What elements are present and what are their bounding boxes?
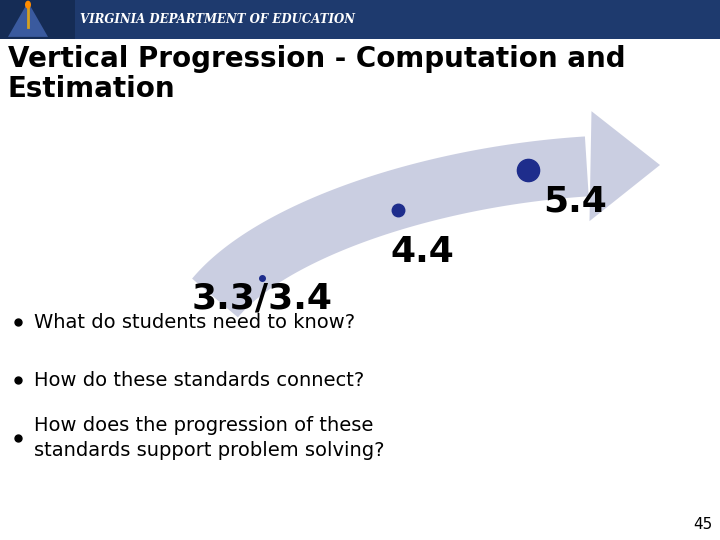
Text: How does the progression of these
standards support problem solving?: How does the progression of these standa… <box>34 416 384 460</box>
Bar <box>0 0 75 39</box>
Ellipse shape <box>25 1 31 9</box>
Bar <box>0 0 720 39</box>
Text: 45: 45 <box>694 517 713 532</box>
Text: 4.4: 4.4 <box>390 235 454 269</box>
Polygon shape <box>192 137 589 318</box>
Text: How do these standards connect?: How do these standards connect? <box>34 370 364 389</box>
Text: Estimation: Estimation <box>8 75 176 103</box>
Text: 3.3/3.4: 3.3/3.4 <box>192 282 333 316</box>
Polygon shape <box>590 111 660 221</box>
Polygon shape <box>8 2 48 37</box>
Text: Vertical Progression - Computation and: Vertical Progression - Computation and <box>8 45 626 73</box>
Text: What do students need to know?: What do students need to know? <box>34 313 355 332</box>
Text: VIRGINIA DEPARTMENT OF EDUCATION: VIRGINIA DEPARTMENT OF EDUCATION <box>80 13 355 26</box>
Text: 5.4: 5.4 <box>543 184 607 218</box>
